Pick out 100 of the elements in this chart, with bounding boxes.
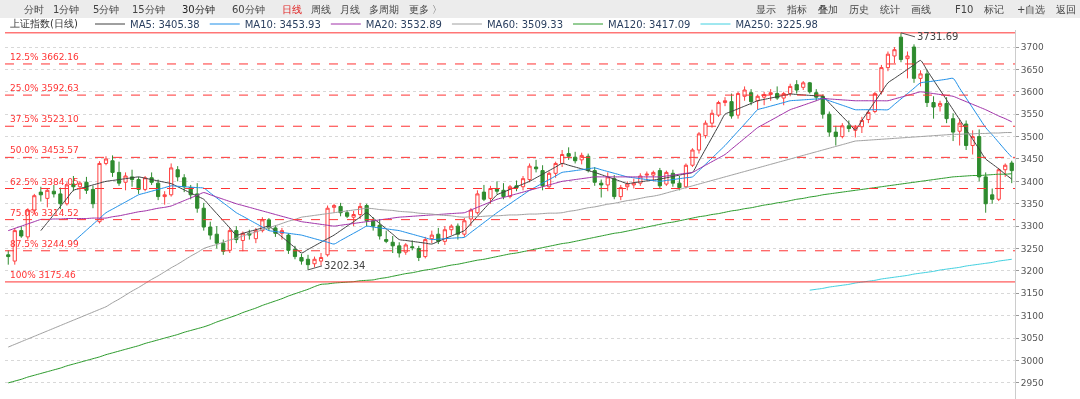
candlestick xyxy=(123,171,128,191)
candlestick xyxy=(768,88,773,102)
candlestick xyxy=(318,252,324,267)
candlestick xyxy=(801,80,806,91)
legend-label: MA5: 3405.38 xyxy=(130,18,200,30)
text: 显示 xyxy=(756,4,776,15)
y-tick-label: 3400 xyxy=(1020,176,1044,187)
ref-line-label: 25.0% 3592.63 xyxy=(10,83,79,93)
candlestick xyxy=(918,69,923,87)
text: 画线 xyxy=(911,4,931,15)
ref-line-label: 50.0% 3453.57 xyxy=(10,145,79,155)
candlestick xyxy=(384,230,389,244)
candlestick xyxy=(990,188,995,205)
candlestick xyxy=(651,170,656,182)
candlestick xyxy=(397,241,402,258)
text: 周线 xyxy=(311,4,331,15)
candlestick xyxy=(696,131,702,155)
candlestick xyxy=(605,171,610,192)
candlestick xyxy=(481,184,487,202)
candlestick xyxy=(6,249,11,266)
candlestick xyxy=(983,171,988,214)
candlestick xyxy=(579,152,584,165)
candlestick xyxy=(612,174,617,200)
candlestick xyxy=(390,235,395,254)
candlestick xyxy=(201,202,206,232)
candlestick xyxy=(345,209,350,219)
y-tick-label: 2950 xyxy=(1020,378,1044,389)
ref-line-label: 12.5% 3662.16 xyxy=(10,52,79,62)
y-tick-label: 3050 xyxy=(1020,333,1044,344)
candlestick xyxy=(90,185,96,209)
legend-label: MA10: 3453.93 xyxy=(244,18,321,30)
text: 标记 xyxy=(983,4,1004,15)
candlestick xyxy=(449,223,454,236)
candlestick xyxy=(221,239,226,256)
candlestick xyxy=(175,165,180,182)
chart-title: 上证指数(日线) xyxy=(10,18,78,29)
line-series xyxy=(7,91,1013,232)
candlestick xyxy=(1003,162,1008,178)
y-tick-label: 3150 xyxy=(1020,288,1044,299)
candlestick xyxy=(879,64,884,95)
candlestick xyxy=(410,239,415,251)
candlestick xyxy=(807,81,812,95)
candlestick xyxy=(116,161,122,187)
candlestick xyxy=(51,184,56,198)
y-tick-label: 3100 xyxy=(1020,310,1044,321)
candlestick xyxy=(305,254,311,271)
candlestick xyxy=(944,96,949,124)
candlestick xyxy=(45,188,50,208)
candlestick xyxy=(957,118,962,147)
text: 1分钟 xyxy=(53,4,80,15)
candlestick xyxy=(38,186,43,203)
candlestick xyxy=(937,100,943,112)
text: 多周期 xyxy=(369,4,399,15)
candlestick xyxy=(286,232,291,255)
text: 统计 xyxy=(880,4,900,15)
candlestick xyxy=(846,119,851,133)
text: +自选 xyxy=(1017,4,1046,15)
candlestick xyxy=(827,111,832,138)
candlestick xyxy=(833,125,838,147)
candlestick xyxy=(77,180,83,200)
y-tick-label: 3550 xyxy=(1020,109,1044,120)
candlestick xyxy=(403,242,408,256)
candlestick xyxy=(1009,160,1014,184)
y-tick-label: 3700 xyxy=(1020,42,1044,53)
ref-line-label: 100% 3175.46 xyxy=(10,270,77,280)
candlestick xyxy=(553,161,558,179)
candlestick xyxy=(208,221,213,241)
line-series xyxy=(7,173,1013,384)
candlestick xyxy=(996,167,1001,202)
candlestick xyxy=(716,100,721,118)
text: 60分钟 xyxy=(232,4,265,15)
legend-label: MA20: 3532.89 xyxy=(365,18,442,30)
candlestick xyxy=(110,154,115,178)
y-tick-label: 3200 xyxy=(1020,266,1044,277)
candlestick xyxy=(312,256,317,268)
y-tick-label: 3000 xyxy=(1020,355,1044,366)
candlestick xyxy=(58,187,63,210)
text: F10 xyxy=(955,4,974,15)
candlestick xyxy=(599,179,604,198)
y-tick-label: 3250 xyxy=(1020,243,1044,254)
candlestick xyxy=(19,225,24,239)
y-tick-label: 3350 xyxy=(1020,198,1044,209)
text: 30分钟 xyxy=(182,4,215,15)
text: 返回 xyxy=(1056,4,1076,15)
candlestick xyxy=(351,210,356,227)
candlestick xyxy=(103,155,109,166)
candlestick xyxy=(573,151,578,164)
candlestick xyxy=(618,184,623,201)
candlestick xyxy=(905,51,910,79)
candlestick xyxy=(455,222,460,241)
candlestick xyxy=(677,175,682,191)
text: 指标 xyxy=(786,4,807,15)
legend-label: MA60: 3509.33 xyxy=(486,18,564,30)
line-series xyxy=(7,132,1013,348)
candlestick xyxy=(885,51,891,72)
y-tick-label: 3300 xyxy=(1020,221,1044,232)
legend-label: MA120: 3417.09 xyxy=(608,18,691,30)
candlestick xyxy=(866,109,871,124)
candlestick xyxy=(703,119,708,139)
candlestick xyxy=(488,185,493,205)
